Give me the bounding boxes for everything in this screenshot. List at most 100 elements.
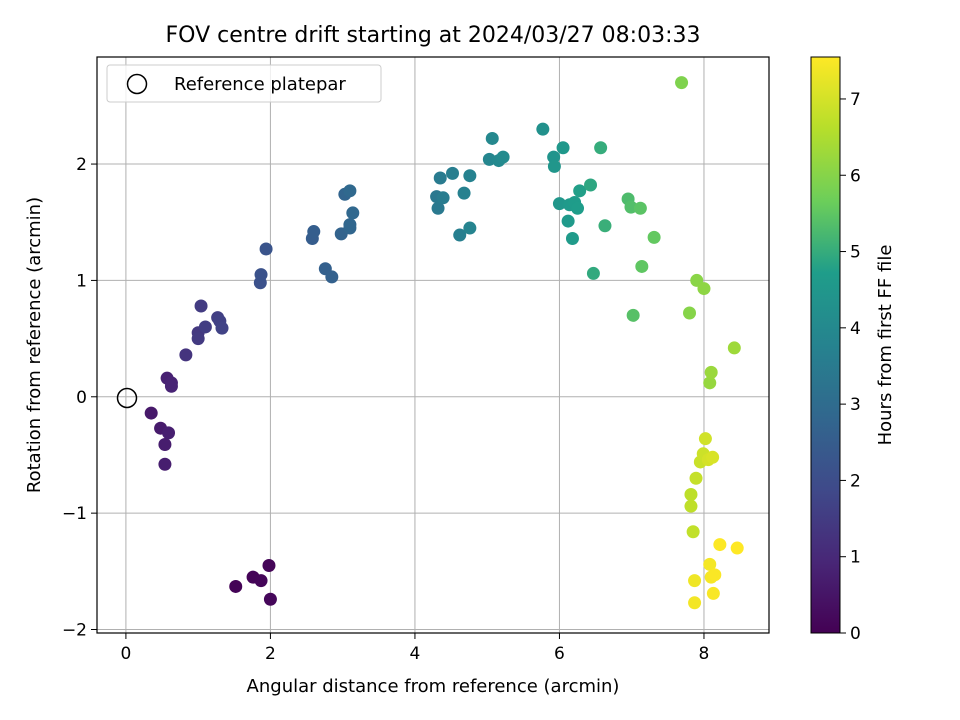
data-point [457,186,471,200]
data-point [463,169,477,183]
legend-label: Reference platepar [174,74,346,95]
data-point [584,178,598,192]
data-point [633,201,647,215]
y-tick-label: −1 [62,504,87,524]
data-point [688,574,702,588]
x-tick-label: 2 [265,644,276,664]
colorbar-ticks: 0 1 2 3 4 5 6 7 [840,90,861,644]
data-point [158,457,172,471]
data-point [703,376,717,390]
data-point [547,150,561,164]
data-point [263,592,277,606]
colorbar-tick-label: 3 [850,395,861,415]
y-axis-label: Rotation from reference (arcmin) [24,197,45,493]
data-point [446,166,460,180]
data-point [571,201,585,215]
data-point [697,282,711,296]
data-point [307,225,321,239]
colorbar-tick-label: 2 [850,471,861,491]
data-point [485,131,499,145]
data-point [536,122,550,136]
data-point [179,348,193,362]
data-point [198,320,212,334]
data-point [703,557,717,571]
x-axis-ticks: 0 2 4 6 8 [120,633,709,664]
y-tick-label: 0 [76,388,87,408]
data-point [436,191,450,205]
data-point [191,332,205,346]
x-tick-label: 8 [699,644,710,664]
data-point [704,365,718,379]
data-point [496,150,510,164]
data-point [594,141,608,155]
data-point [647,230,661,244]
data-point [698,432,712,446]
colorbar-tick-label: 0 [850,624,861,644]
data-point [626,308,640,322]
data-point [433,171,447,185]
data-point [684,499,698,513]
legend-box [106,64,382,103]
data-point [254,574,268,588]
plot-area-frame [96,56,770,634]
colorbar-tick-label: 5 [850,243,861,263]
data-point [706,586,720,600]
data-point [144,406,158,420]
colorbar-tick-label: 1 [850,548,861,568]
data-point [635,259,649,273]
data-point [706,450,720,464]
data-point [346,206,360,220]
data-point [547,159,561,173]
data-point [158,437,172,451]
x-tick-label: 6 [554,644,565,664]
data-point [162,426,176,440]
x-axis-label: Angular distance from reference (arcmin) [247,676,620,697]
colorbar-tick-label: 4 [850,319,861,339]
data-point [675,76,689,90]
legend-reference-marker [126,73,148,95]
y-axis-ticks: −2 −1 0 1 2 [62,155,97,641]
data-point [688,596,702,610]
data-points [144,76,744,610]
data-point [431,201,445,215]
data-point [686,525,700,539]
data-point [727,341,741,355]
data-point [713,538,727,552]
colorbar: 0 1 2 3 4 5 6 7 Hours from first FF file [810,56,896,644]
data-point [708,568,722,582]
x-tick-label: 0 [120,644,131,664]
y-tick-label: 2 [76,155,87,175]
data-point [730,541,744,555]
data-point [262,559,276,573]
data-point [573,184,587,198]
data-point [684,488,698,502]
data-point [586,266,600,280]
data-point [215,321,229,335]
y-tick-label: −2 [62,621,87,641]
data-point [343,218,357,232]
data-point [254,268,268,282]
data-point [556,141,570,155]
data-point [325,270,339,284]
data-point [259,242,273,256]
chart-title: FOV centre drift starting at 2024/03/27 … [166,23,701,48]
data-point [343,184,357,198]
legend: Reference platepar [106,64,382,103]
data-point [463,221,477,235]
data-point [453,228,467,242]
x-tick-label: 4 [410,644,421,664]
data-point [561,214,575,228]
data-point [552,197,566,211]
data-point [683,306,697,320]
data-point [598,219,612,233]
colorbar-gradient [810,56,841,634]
data-point [565,232,579,246]
data-point [229,579,243,593]
data-point [689,471,703,485]
data-point [194,299,208,313]
colorbar-label: Hours from first FF file [875,245,896,446]
reference-platepar-marker [116,387,138,409]
colorbar-tick-label: 7 [850,90,861,110]
y-tick-label: 1 [76,271,87,291]
